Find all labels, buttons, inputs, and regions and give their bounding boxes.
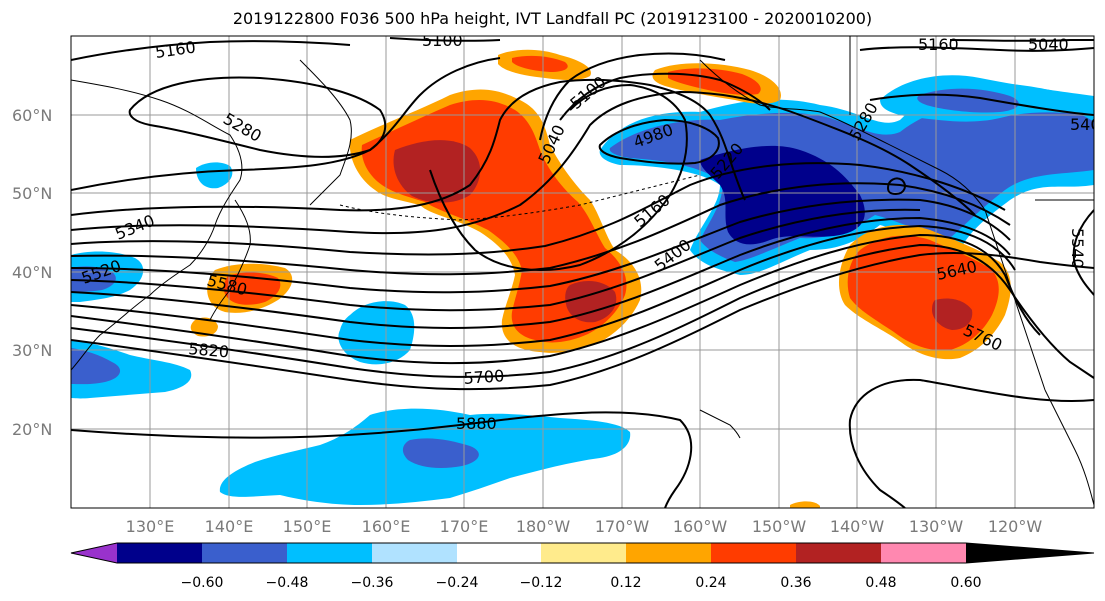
warm-region-japan-mid xyxy=(223,272,281,305)
lon-label: 120°W xyxy=(988,517,1043,536)
lon-label: 130°W xyxy=(909,517,964,536)
colorbar-segment xyxy=(541,543,626,563)
contour-5640 xyxy=(71,224,1016,347)
contour-small-ring xyxy=(886,177,906,196)
colorbar-segment xyxy=(457,543,541,563)
colorbar-segment xyxy=(711,543,796,563)
contour-5160-mid xyxy=(429,83,688,271)
warm-region-california-core xyxy=(932,298,973,330)
contour-label: 5700 xyxy=(463,366,505,388)
lon-label: 130°E xyxy=(126,517,175,536)
lat-label: 60°N xyxy=(12,106,52,125)
colorbar-extend-left xyxy=(71,543,117,563)
contour-5880-east xyxy=(848,378,1094,508)
contour-label: 540 xyxy=(1070,115,1101,134)
lon-label: 170°W xyxy=(595,517,650,536)
coast-hawaii xyxy=(699,409,741,439)
lon-label: 150°W xyxy=(752,517,807,536)
warm-region-small-east xyxy=(790,501,820,508)
contour-5880 xyxy=(71,411,693,508)
map-frame xyxy=(70,35,1095,509)
colorbar-label: −0.36 xyxy=(351,575,394,591)
colorbar-segment xyxy=(117,543,202,563)
warm-region-north-pacific-core xyxy=(393,140,481,203)
lat-label: 20°N xyxy=(12,420,52,439)
contour-5160-nw xyxy=(71,40,351,61)
height-contours xyxy=(71,37,1094,508)
contour-5040 xyxy=(539,52,726,141)
map-plot-area: 5160 5100 5040 5100 5280 5160 5040 4980 … xyxy=(71,31,1101,508)
blue-region-west-pacific xyxy=(71,340,192,399)
colorbar-segment xyxy=(881,543,966,563)
lon-label: 170°E xyxy=(440,517,489,536)
coast-alaska xyxy=(699,59,1046,391)
contour-label: 5040 xyxy=(1028,35,1069,54)
colorbar-label: −0.12 xyxy=(520,575,563,591)
lon-label: 150°E xyxy=(283,517,332,536)
longitude-labels: 130°E 140°E 150°E 160°E 170°E 180°W 170°… xyxy=(126,517,1043,536)
blue-region-west-pacific-core xyxy=(71,348,121,385)
contour-5540-east xyxy=(1072,209,1094,296)
contour-label: 5880 xyxy=(456,414,497,433)
lon-label: 160°W xyxy=(673,517,728,536)
colorbar-label: −0.24 xyxy=(436,575,479,591)
contour-5340 xyxy=(71,162,1006,256)
lon-label: 140°E xyxy=(205,517,254,536)
latitude-labels: 60°N 50°N 40°N 30°N 20°N xyxy=(12,106,52,439)
colorbar-segment xyxy=(626,543,711,563)
blue-region-mid-pacific xyxy=(338,301,415,365)
map-title: 2019122800 F036 500 hPa height, IVT Land… xyxy=(232,9,873,28)
graticule xyxy=(71,36,1094,508)
lon-label: 140°W xyxy=(830,517,885,536)
colorbar-label: 0.12 xyxy=(610,575,641,591)
colorbar-segment xyxy=(372,543,457,563)
blue-region-kamchatka xyxy=(196,162,233,189)
contour-label: 5540 xyxy=(1068,228,1087,269)
colorbar-label: 0.36 xyxy=(780,575,811,591)
contour-5100-top xyxy=(389,37,501,42)
contour-label: 5100 xyxy=(422,31,463,50)
contour-5400 xyxy=(71,182,1011,276)
colorbar-extend-right xyxy=(966,543,1094,563)
colorbar: −0.60 −0.48 −0.36 −0.24 −0.12 0.12 0.24 … xyxy=(70,542,1095,591)
contour-4980 xyxy=(598,118,720,165)
colorbar-outline xyxy=(70,542,1095,564)
blue-region-subtropical-core xyxy=(402,438,479,468)
contour-5460 xyxy=(71,198,1011,294)
colorbar-label: 0.48 xyxy=(865,575,896,591)
colorbar-label: 0.60 xyxy=(950,575,981,591)
contour-alaska-north xyxy=(869,93,1094,116)
blue-region-japan-core xyxy=(71,266,116,292)
contour-5160 xyxy=(71,57,501,191)
contour-5280 xyxy=(71,90,976,235)
colorbar-segment xyxy=(202,543,287,563)
colorbar-label: 0.24 xyxy=(695,575,726,591)
lat-label: 40°N xyxy=(12,263,52,282)
warm-region-bering-north-mid xyxy=(512,55,568,72)
lat-label: 50°N xyxy=(12,184,52,203)
colorbar-label: −0.48 xyxy=(266,575,309,591)
contour-label: 5160 xyxy=(918,35,959,54)
warm-region-small-west xyxy=(190,317,218,337)
colorbar-segment xyxy=(796,543,881,563)
contour-5580 xyxy=(71,216,1011,329)
colorbar-segment xyxy=(287,543,372,563)
positive-ivt-shading xyxy=(190,49,1011,508)
contour-5100 xyxy=(559,72,771,121)
lon-label: 160°E xyxy=(362,517,411,536)
lon-label: 180°W xyxy=(516,517,571,536)
contour-5100-ne xyxy=(859,46,1094,52)
contour-5700 xyxy=(71,233,1041,365)
lat-label: 30°N xyxy=(12,341,52,360)
contour-5220 xyxy=(71,78,746,216)
contour-label: 5820 xyxy=(188,339,230,361)
coast-north-america xyxy=(1044,389,1094,506)
contour-5820 xyxy=(71,252,1094,391)
contour-5760 xyxy=(71,243,1094,379)
colorbar-label: −0.60 xyxy=(181,575,224,591)
coast-aleutians xyxy=(339,174,701,221)
contour-5040-ne xyxy=(949,38,1094,42)
contour-5520 xyxy=(71,208,921,312)
